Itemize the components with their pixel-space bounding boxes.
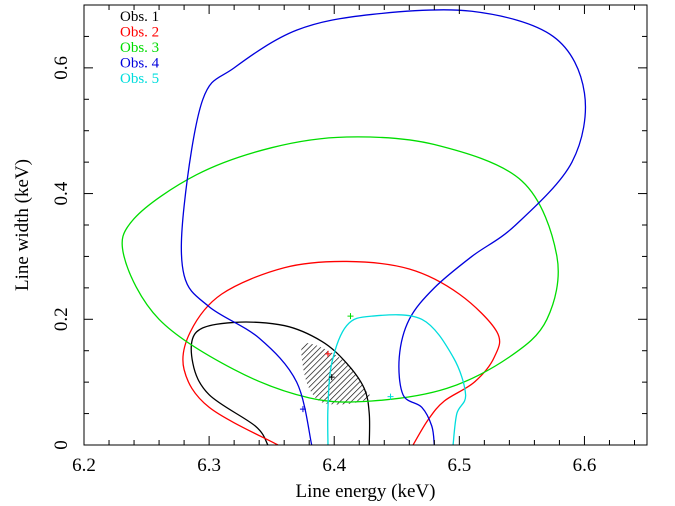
legend-entry-obs-3: Obs. 3 — [120, 40, 159, 56]
contour-obs-5 — [327, 314, 467, 445]
y-tick-label: 0.4 — [51, 181, 72, 205]
hatched-region — [301, 343, 371, 405]
plot-frame — [83, 4, 648, 446]
x-tick-label: 6.4 — [322, 455, 346, 476]
x-axis-label: Line energy (keV) — [296, 481, 436, 502]
x-tick-label: 6.5 — [447, 455, 471, 476]
y-tick-label: 0.2 — [51, 307, 72, 331]
axis-ticks: 6.2 6.3 6.4 6.5 6.6 0 0.2 0.4 0.6 — [51, 4, 647, 476]
y-tick-label: 0.6 — [51, 56, 72, 80]
x-tick-label: 6.3 — [197, 455, 221, 476]
contour-obs-3 — [121, 136, 559, 403]
y-axis-label: Line width (keV) — [12, 159, 33, 291]
plot-area — [121, 9, 587, 445]
best-fit-marker-obs-4 — [299, 406, 306, 413]
legend-entry-obs-2: Obs. 2 — [120, 25, 159, 41]
legend-entry-obs-1: Obs. 1 — [120, 9, 159, 25]
y-tick-label: 0 — [51, 440, 72, 450]
contour-obs-1 — [190, 321, 371, 445]
best-fit-marker-obs-1 — [328, 374, 335, 381]
x-tick-label: 6.6 — [573, 455, 597, 476]
x-tick-label: 6.2 — [72, 455, 96, 476]
legend-entry-obs-4: Obs. 4 — [120, 56, 160, 72]
legend-entry-obs-5: Obs. 5 — [120, 71, 159, 87]
contour-obs-2 — [182, 260, 501, 445]
best-fit-marker-obs-2 — [324, 350, 331, 357]
best-fit-marker-obs-5 — [387, 393, 394, 400]
contour-obs-4 — [180, 9, 587, 445]
best-fit-marker-obs-3 — [347, 313, 354, 320]
